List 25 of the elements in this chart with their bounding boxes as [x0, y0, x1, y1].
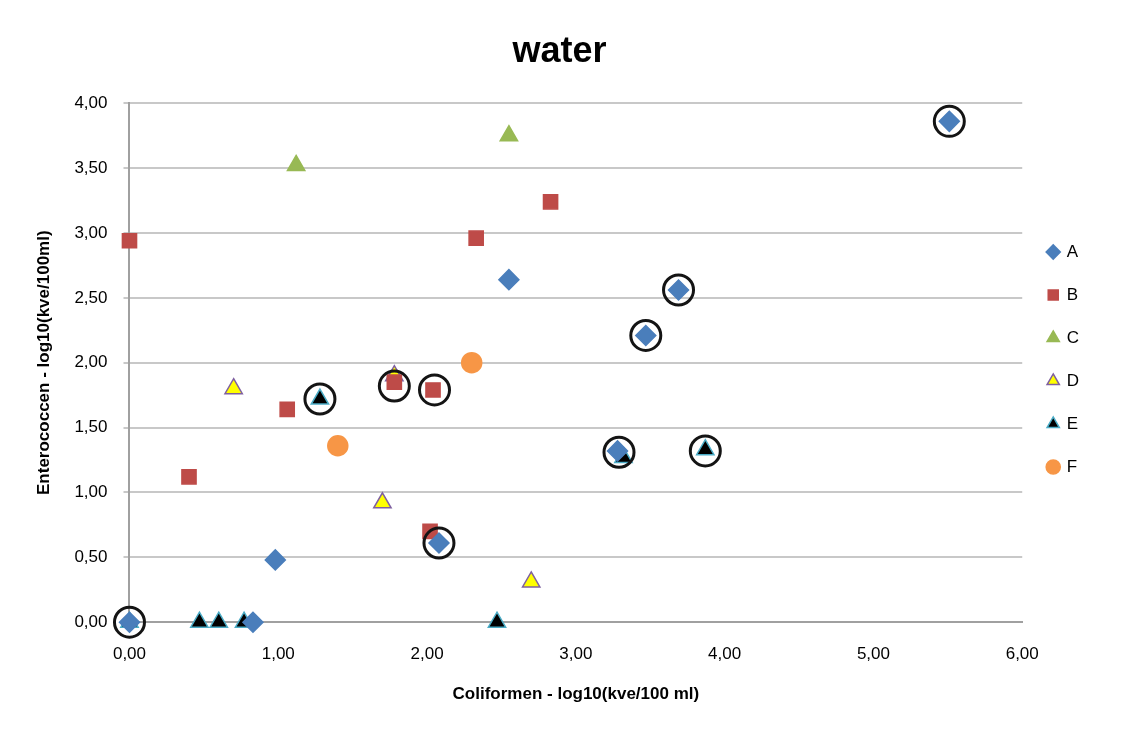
chart-title: water — [511, 28, 607, 70]
legend-label: D — [1066, 370, 1079, 390]
y-tick-label: 3,00 — [74, 222, 108, 242]
y-axis-title: Enterococcen - log10(kve/100ml) — [33, 230, 53, 495]
x-tick-label: 1,00 — [261, 644, 295, 664]
y-tick-label: 2,50 — [74, 287, 108, 307]
legend-label: C — [1066, 327, 1079, 347]
legend-label: F — [1066, 456, 1078, 476]
y-tick-label: 4,00 — [74, 92, 108, 112]
y-tick-label: 0,00 — [74, 611, 108, 631]
y-tick-label: 1,50 — [74, 417, 108, 437]
x-tick-label: 2,00 — [410, 644, 444, 664]
y-tick-label: 0,50 — [74, 547, 108, 567]
x-tick-label: 4,00 — [708, 644, 742, 664]
x-axis-title: Coliformen - log10(kve/100 ml) — [452, 684, 700, 704]
x-tick-label: 3,00 — [559, 644, 593, 664]
y-tick-label: 2,00 — [74, 352, 108, 372]
x-tick-label: 0,00 — [112, 644, 147, 664]
legend-label: A — [1066, 241, 1079, 261]
x-tick-label: 5,00 — [856, 644, 890, 664]
y-tick-label: 3,50 — [74, 157, 108, 177]
x-tick-label: 6,00 — [1005, 644, 1039, 664]
legend-label: B — [1066, 284, 1079, 304]
y-tick-label: 1,00 — [74, 482, 108, 502]
legend-label: E — [1066, 413, 1079, 433]
